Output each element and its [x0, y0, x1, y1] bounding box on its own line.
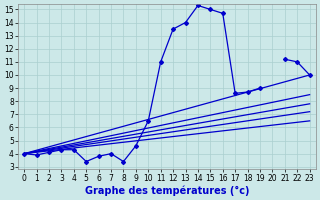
X-axis label: Graphe des températures (°c): Graphe des températures (°c)	[85, 185, 249, 196]
